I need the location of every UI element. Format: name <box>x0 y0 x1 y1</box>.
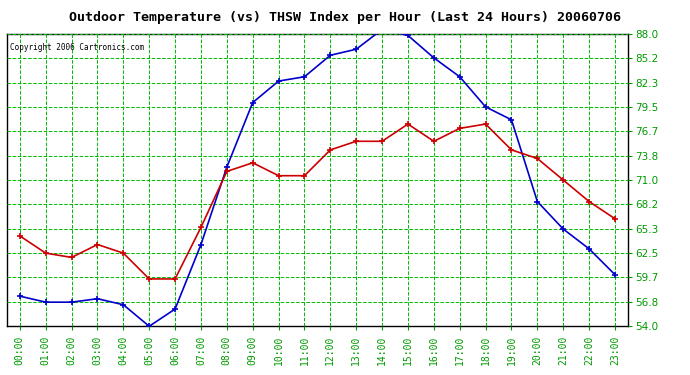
Text: Outdoor Temperature (vs) THSW Index per Hour (Last 24 Hours) 20060706: Outdoor Temperature (vs) THSW Index per … <box>69 11 621 24</box>
Text: Copyright 2006 Cartronics.com: Copyright 2006 Cartronics.com <box>10 42 144 51</box>
